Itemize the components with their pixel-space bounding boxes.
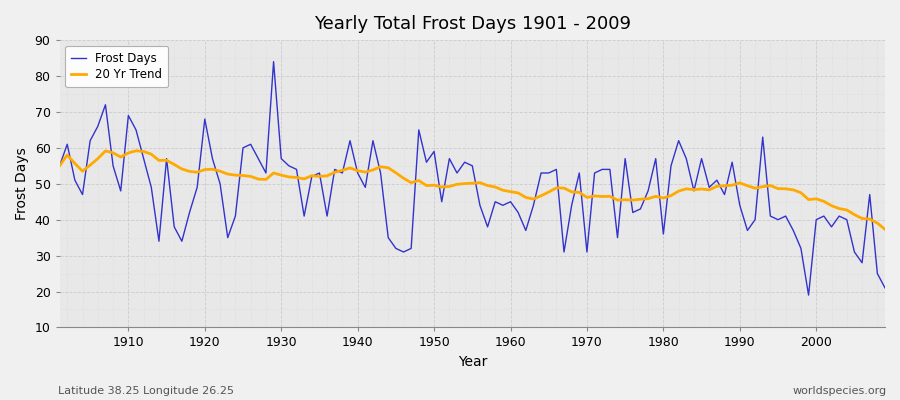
20 Yr Trend [513,190,524,195]
20 Yr Trend [505,189,516,194]
20 Yr Trend [337,168,347,173]
20 Yr Trend [605,194,616,199]
Title: Yearly Total Frost Days 1901 - 2009: Yearly Total Frost Days 1901 - 2009 [314,15,631,33]
Frost Days [291,167,302,172]
Frost Days [605,167,616,172]
Frost Days [337,170,347,175]
20 Yr Trend [130,148,141,153]
20 Yr Trend [291,175,302,180]
Text: Latitude 38.25 Longitude 26.25: Latitude 38.25 Longitude 26.25 [58,386,235,396]
Y-axis label: Frost Days: Frost Days [15,147,29,220]
20 Yr Trend [54,164,65,168]
20 Yr Trend [115,155,126,160]
Text: worldspecies.org: worldspecies.org [792,386,886,396]
Frost Days [54,164,65,168]
Frost Days [513,210,524,215]
Frost Days [803,293,814,298]
Frost Days [879,286,890,290]
Frost Days [505,199,516,204]
Line: 20 Yr Trend: 20 Yr Trend [59,151,885,229]
Line: Frost Days: Frost Days [59,62,885,295]
20 Yr Trend [879,227,890,232]
X-axis label: Year: Year [457,355,487,369]
Frost Days [268,59,279,64]
Frost Days [115,188,126,193]
Legend: Frost Days, 20 Yr Trend: Frost Days, 20 Yr Trend [66,46,168,87]
